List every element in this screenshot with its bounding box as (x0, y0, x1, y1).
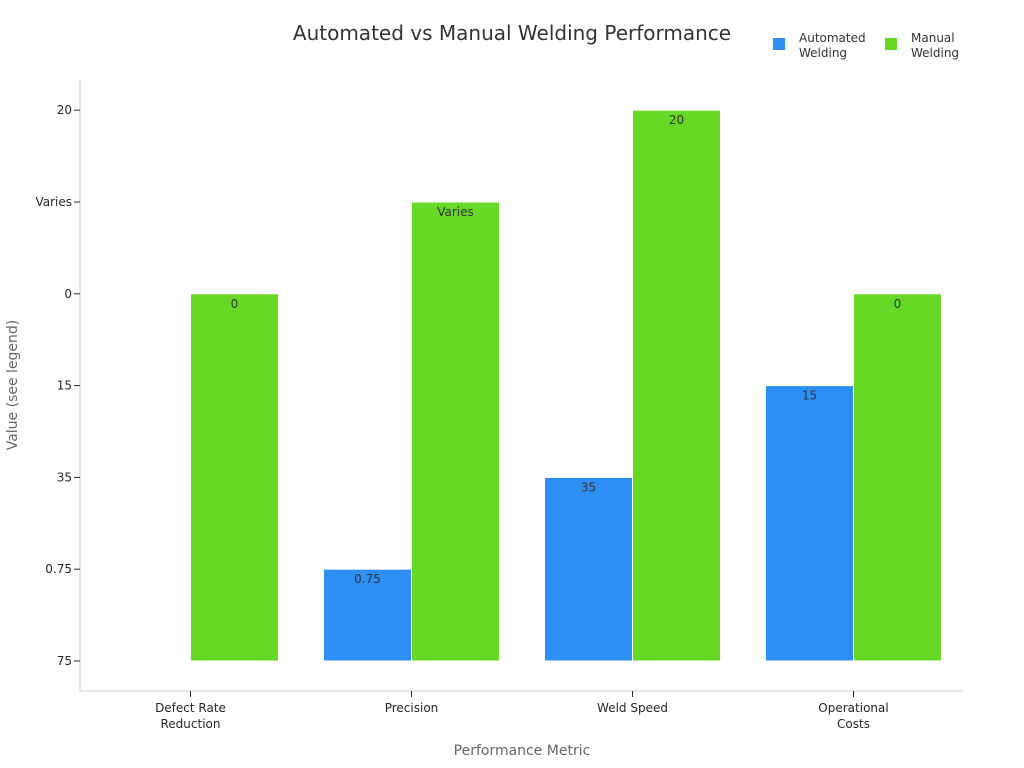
bar (190, 293, 279, 662)
bar-value-label: 0.75 (354, 572, 381, 586)
legend-label-line: Automated (799, 31, 866, 45)
legend-swatch (773, 38, 785, 50)
y-tick-label: 0.75 (45, 562, 72, 576)
bar-value-label: Varies (437, 205, 474, 219)
x-tick-label-line: Operational (818, 701, 888, 715)
legend-label: Manual Welding (911, 31, 959, 60)
bar-value-label: 0 (894, 297, 902, 311)
bar (323, 568, 412, 662)
y-tick-label: 35 (57, 470, 72, 484)
y-tick-label: Varies (35, 195, 72, 209)
bars (190, 109, 942, 662)
x-tick-label: Operational Costs (818, 701, 888, 731)
bar-value-label: 35 (581, 480, 596, 494)
x-tick-label-line: Costs (837, 717, 870, 731)
x-tick-label: Weld Speed (597, 701, 668, 715)
legend-label: Automated Welding (799, 31, 866, 60)
bar-value-label: 20 (669, 113, 684, 127)
y-ticks: 75 0.75 35 15 0 Varies 20 (35, 103, 80, 668)
bar (632, 109, 721, 662)
bar (853, 293, 942, 662)
chart-title: Automated vs Manual Welding Performance (293, 21, 731, 45)
x-tick-label-line: Defect Rate (155, 701, 226, 715)
bar (544, 476, 633, 662)
y-tick-label: 20 (57, 103, 72, 117)
bar-value-label: 0 (231, 297, 239, 311)
y-tick-label: 15 (57, 379, 72, 393)
bar (411, 201, 500, 662)
legend-swatch (885, 38, 897, 50)
bar-value-label: 15 (802, 389, 817, 403)
x-tick-label-line: Precision (385, 701, 439, 715)
legend-label-line: Welding (799, 46, 847, 60)
x-tick-label: Precision (385, 701, 439, 715)
legend-label-line: Welding (911, 46, 959, 60)
x-axis-title: Performance Metric (454, 743, 591, 759)
x-tick-label-line: Weld Speed (597, 701, 668, 715)
y-tick-label: 0 (64, 287, 72, 301)
y-tick-label: 75 (57, 654, 72, 668)
x-tick-label: Defect Rate Reduction (155, 701, 226, 731)
x-tick-label-line: Reduction (161, 717, 221, 731)
legend-label-line: Manual (911, 31, 955, 45)
x-ticks: Defect Rate Reduction Precision Weld Speed O… (155, 691, 889, 731)
bar-labels: 0.75 35 15 0 Varies 20 0 (231, 113, 902, 586)
bar (765, 385, 854, 662)
y-axis-title: Value (see legend) (5, 320, 21, 451)
